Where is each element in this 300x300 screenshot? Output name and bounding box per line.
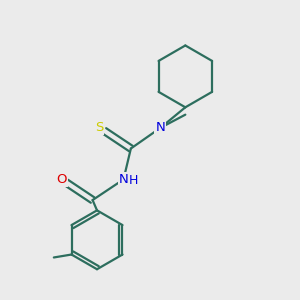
- Text: H: H: [129, 174, 139, 188]
- Text: S: S: [95, 121, 103, 134]
- Text: O: O: [56, 173, 67, 186]
- Text: N: N: [118, 173, 128, 186]
- Text: N: N: [155, 122, 165, 134]
